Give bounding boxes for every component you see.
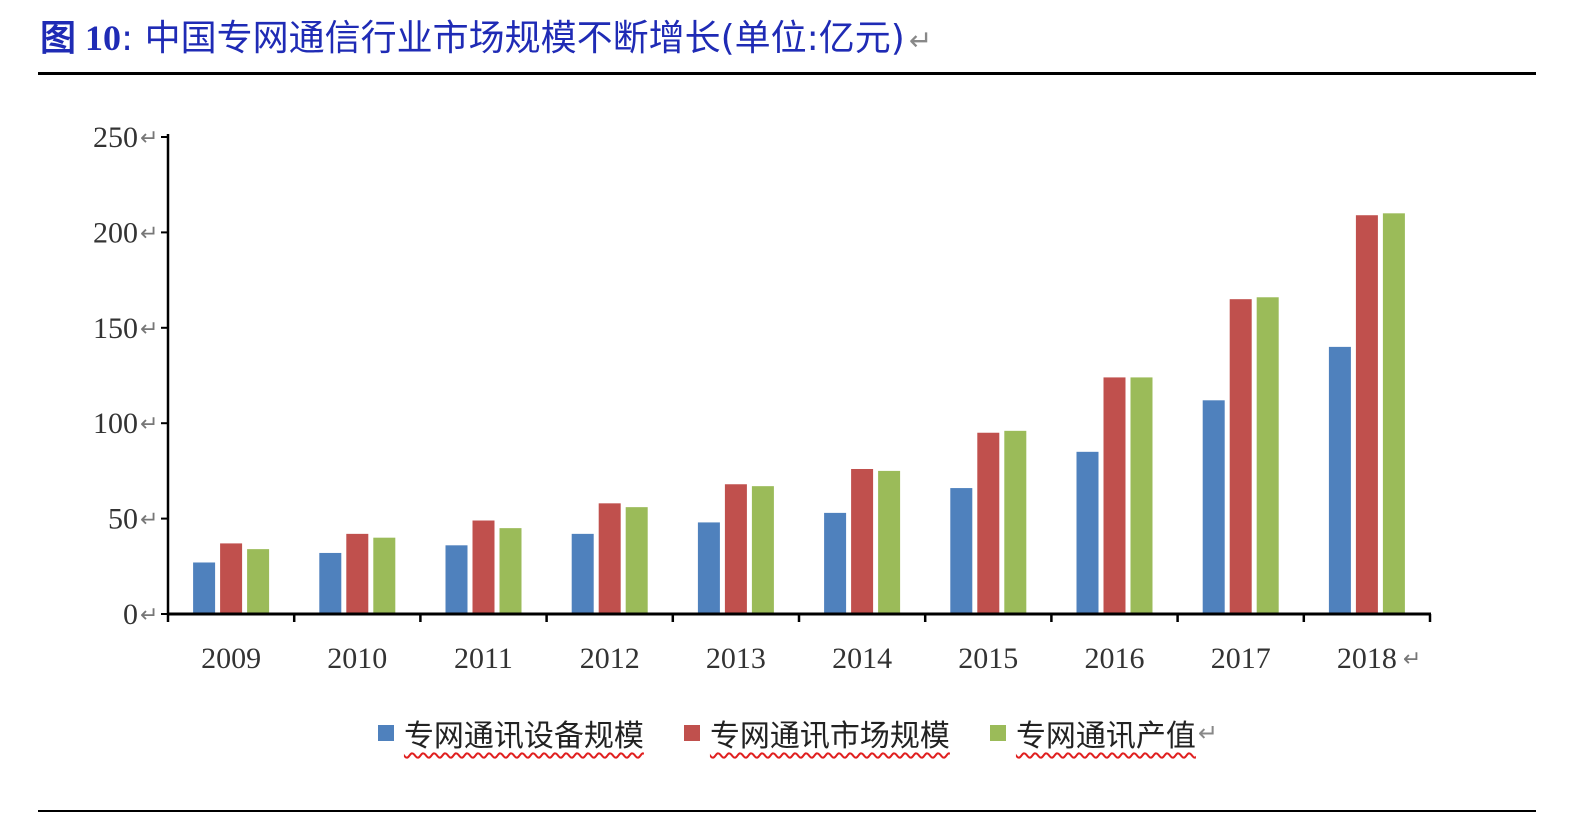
bar-series1-2014 <box>824 512 847 614</box>
bar-series2-2011 <box>472 520 495 614</box>
y-tick-return-mark: ↵ <box>140 508 158 533</box>
legend-item-market: 专网通讯市场规模 <box>683 711 950 755</box>
bar-series2-2016 <box>1103 377 1126 614</box>
bar-series3-2014 <box>878 470 901 614</box>
top-rule <box>38 72 1536 75</box>
x-tick-label: 2018 <box>1337 642 1397 675</box>
x-tick-label: 2012 <box>580 642 640 675</box>
bar-series1-2012 <box>571 533 594 614</box>
bar-series1-2009 <box>193 562 216 614</box>
bar-series2-2013 <box>724 484 747 614</box>
bar-series3-2013 <box>751 486 774 614</box>
x-tick-label: 2014 <box>832 642 892 675</box>
legend-return-mark: ↵ <box>1197 719 1219 747</box>
y-tick-label: 200 <box>93 216 138 249</box>
legend-swatch-market <box>683 725 700 741</box>
legend-label-equipment: 专网通讯设备规模 <box>403 719 644 754</box>
bottom-rule <box>38 810 1536 812</box>
bar-series3-2018 <box>1382 213 1405 614</box>
y-tick-label: 250 <box>93 121 138 154</box>
bar-chart: 250 ↵200 ↵150 ↵100 ↵50 ↵0 ↵2009 2010 2011 2012 201… <box>93 121 1432 675</box>
bar-series2-2009 <box>220 543 243 614</box>
bar-series2-2012 <box>598 503 621 614</box>
return-mark: ↵ <box>908 24 933 57</box>
y-tick-label: 0 <box>123 598 138 631</box>
x-tick-label: 2015 <box>958 642 1018 675</box>
bar-series2-2010 <box>346 533 369 614</box>
bar-series2-2018 <box>1355 215 1378 614</box>
bar-series2-2017 <box>1229 299 1252 614</box>
bar-series3-2011 <box>499 528 522 614</box>
legend-item-equipment: 专网通讯设备规模 <box>377 711 644 755</box>
bar-series2-2015 <box>977 432 1000 614</box>
y-tick-return-mark: ↵ <box>140 603 158 628</box>
title-text: 中国专网通信行业市场规模不断增长(单位:亿元) <box>144 18 905 59</box>
y-tick-label: 100 <box>93 407 138 440</box>
bar-series1-2017 <box>1202 400 1225 614</box>
legend-swatch-output <box>989 725 1006 741</box>
bar-series3-2010 <box>373 537 396 614</box>
bar-series3-2012 <box>625 507 648 614</box>
y-tick-return-mark: ↵ <box>140 412 158 437</box>
bar-series2-2014 <box>851 468 874 614</box>
chart-legend: 专网通讯设备规模 专网通讯市场规模 专网通讯产值 ↵ <box>0 708 1596 758</box>
bar-series1-2016 <box>1076 451 1099 614</box>
legend-swatch-equipment <box>377 725 394 741</box>
figure-label: 图 10 <box>40 18 122 58</box>
legend-label-market: 专网通讯市场规模 <box>709 719 950 754</box>
bar-series3-2016 <box>1130 377 1153 614</box>
x-tick-label: 2010 <box>327 642 387 675</box>
bar-series1-2011 <box>445 545 468 614</box>
bar-series1-2013 <box>697 522 720 614</box>
y-tick-return-mark: ↵ <box>140 126 158 151</box>
figure-title: 图 10: 中国专网通信行业市场规模不断增长(单位:亿元) ↵ <box>40 8 1536 68</box>
bar-series1-2015 <box>950 488 973 614</box>
x-tick-label: 2017 <box>1211 642 1271 675</box>
bar-series3-2015 <box>1004 430 1027 614</box>
bar-series1-2010 <box>319 552 342 614</box>
bar-series3-2017 <box>1256 297 1279 614</box>
y-tick-label: 150 <box>93 312 138 345</box>
legend-item-output: 专网通讯产值 ↵ <box>989 711 1219 755</box>
x-tick-label: 2009 <box>201 642 261 675</box>
title-separator: : <box>121 18 134 59</box>
x-tick-return-mark: ↵ <box>1403 647 1421 672</box>
legend-label-output: 专网通讯产值 <box>1015 719 1196 754</box>
x-tick-label: 2013 <box>706 642 766 675</box>
x-tick-label: 2011 <box>454 642 513 675</box>
y-tick-label: 50 <box>108 503 138 536</box>
x-tick-label: 2016 <box>1085 642 1145 675</box>
y-tick-return-mark: ↵ <box>140 221 158 246</box>
bar-series3-2009 <box>247 549 270 614</box>
y-tick-return-mark: ↵ <box>140 317 158 342</box>
bar-series1-2018 <box>1328 346 1351 614</box>
